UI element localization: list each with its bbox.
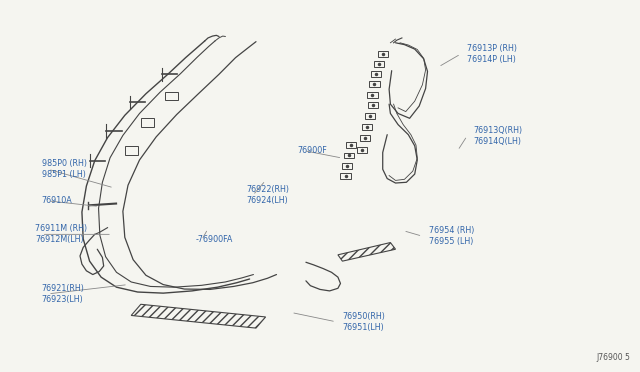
Text: 76921(RH)
76923(LH): 76921(RH) 76923(LH)	[42, 284, 84, 304]
Text: 76954 (RH)
76955 (LH): 76954 (RH) 76955 (LH)	[429, 226, 474, 246]
Bar	[141, 118, 154, 127]
Bar	[125, 146, 138, 155]
Text: 76922(RH)
76924(LH): 76922(RH) 76924(LH)	[246, 185, 289, 205]
Text: 76910A: 76910A	[42, 196, 72, 205]
Bar	[165, 92, 178, 100]
Text: 985P0 (RH)
985P1 (LH): 985P0 (RH) 985P1 (LH)	[42, 159, 86, 179]
Text: 76913Q(RH)
76914Q(LH): 76913Q(RH) 76914Q(LH)	[474, 126, 523, 146]
Text: 76913P (RH)
76914P (LH): 76913P (RH) 76914P (LH)	[467, 44, 517, 64]
Text: 76950(RH)
76951(LH): 76950(RH) 76951(LH)	[342, 312, 385, 332]
Text: 76900F: 76900F	[298, 146, 327, 155]
Text: J76900 5: J76900 5	[596, 353, 630, 362]
Text: -76900FA: -76900FA	[195, 235, 232, 244]
Text: 76911M (RH)
76912M(LH): 76911M (RH) 76912M(LH)	[35, 224, 87, 244]
